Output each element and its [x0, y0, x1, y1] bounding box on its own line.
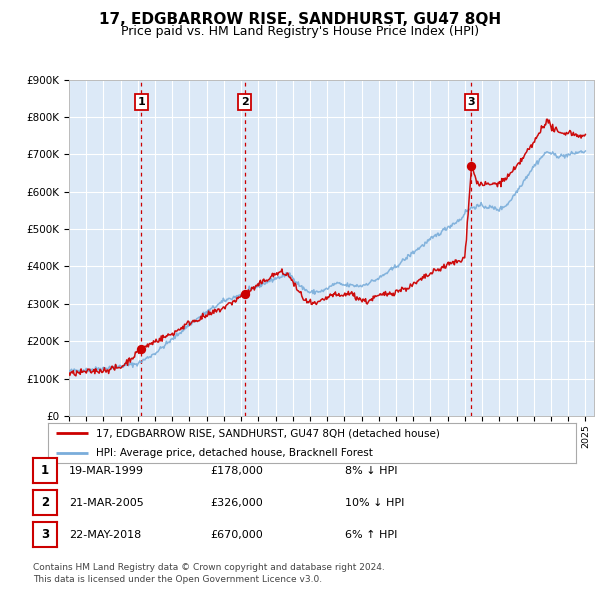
- Text: 2: 2: [41, 496, 49, 509]
- Text: Contains HM Land Registry data © Crown copyright and database right 2024.: Contains HM Land Registry data © Crown c…: [33, 563, 385, 572]
- Text: This data is licensed under the Open Government Licence v3.0.: This data is licensed under the Open Gov…: [33, 575, 322, 584]
- Point: [467, 161, 476, 171]
- Text: 6% ↑ HPI: 6% ↑ HPI: [345, 530, 397, 539]
- Text: 2: 2: [241, 97, 248, 107]
- Text: £326,000: £326,000: [210, 498, 263, 507]
- Point: [240, 290, 250, 299]
- Text: 22-MAY-2018: 22-MAY-2018: [69, 530, 141, 539]
- Text: £178,000: £178,000: [210, 466, 263, 476]
- Text: 1: 1: [41, 464, 49, 477]
- Text: £670,000: £670,000: [210, 530, 263, 539]
- Text: 1: 1: [137, 97, 145, 107]
- Text: 19-MAR-1999: 19-MAR-1999: [69, 466, 144, 476]
- Text: 17, EDGBARROW RISE, SANDHURST, GU47 8QH: 17, EDGBARROW RISE, SANDHURST, GU47 8QH: [99, 12, 501, 27]
- Text: 3: 3: [467, 97, 475, 107]
- Text: 21-MAR-2005: 21-MAR-2005: [69, 498, 144, 507]
- Point: [137, 345, 146, 354]
- Text: 8% ↓ HPI: 8% ↓ HPI: [345, 466, 398, 476]
- Text: 10% ↓ HPI: 10% ↓ HPI: [345, 498, 404, 507]
- Text: 17, EDGBARROW RISE, SANDHURST, GU47 8QH (detached house): 17, EDGBARROW RISE, SANDHURST, GU47 8QH …: [95, 428, 439, 438]
- Text: HPI: Average price, detached house, Bracknell Forest: HPI: Average price, detached house, Brac…: [95, 448, 373, 458]
- Text: 3: 3: [41, 528, 49, 541]
- Text: Price paid vs. HM Land Registry's House Price Index (HPI): Price paid vs. HM Land Registry's House …: [121, 25, 479, 38]
